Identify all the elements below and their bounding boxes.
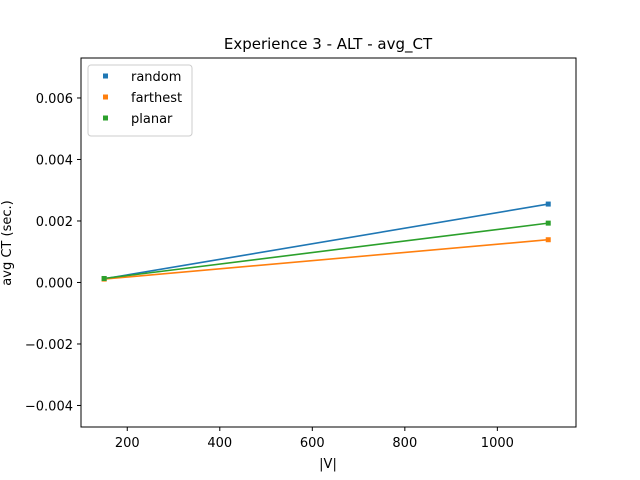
legend: random farthest planar: [87, 64, 193, 137]
y-axis-label: avg CT (sec.): [0, 200, 15, 285]
legend-box: [87, 64, 193, 137]
legend-label-farthest: farthest: [131, 91, 182, 106]
series-line-random: [103, 203, 549, 280]
data-point-planar-1: [545, 220, 551, 226]
x-tick-label-0: 200: [115, 436, 140, 451]
y-tick-label-5: 0.006: [36, 92, 73, 107]
y-axis: −0.004 −0.002 0.000 0.002 0.004 0.006: [25, 92, 81, 414]
y-tick-label-3: 0.002: [36, 215, 73, 230]
x-axis-label: |V|: [319, 457, 337, 472]
x-tick-label-3: 800: [392, 436, 417, 451]
chart-title: Experience 3 - ALT - avg_CT: [224, 35, 433, 54]
y-tick-label-2: 0.000: [36, 276, 73, 291]
legend-label-planar: planar: [131, 112, 173, 127]
legend-marker-planar: [103, 115, 108, 121]
y-tick-label-4: 0.004: [36, 153, 73, 168]
legend-marker-random: [103, 73, 108, 79]
series-line-planar: [104, 222, 549, 280]
x-tick-label-1: 400: [207, 436, 232, 451]
y-tick-label-0: −0.004: [25, 399, 73, 414]
plot-frame: [80, 57, 577, 428]
y-tick-label-1: −0.002: [25, 338, 73, 353]
data-point-farthest-1: [545, 237, 551, 243]
data-point-random-1: [545, 201, 551, 207]
data-point-planar-0: [101, 275, 107, 281]
legend-marker-farthest: [103, 94, 108, 100]
x-tick-label-2: 600: [300, 436, 325, 451]
plot-area: [101, 201, 551, 282]
x-tick-label-4: 1000: [481, 436, 514, 451]
legend-label-random: random: [131, 70, 181, 85]
x-axis: 200 400 600 800 1000: [115, 427, 514, 451]
series-line-farthest: [104, 238, 549, 280]
